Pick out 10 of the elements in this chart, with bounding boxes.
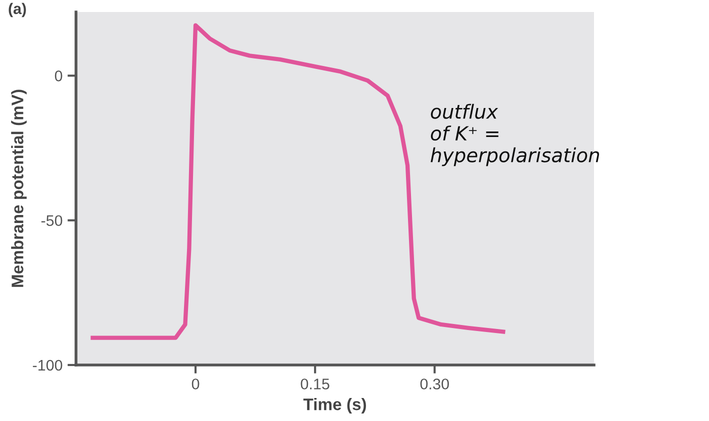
y-tick-label: 0 bbox=[54, 70, 62, 82]
y-tick-label: -100 bbox=[32, 360, 62, 371]
y-axis-title: Membrane potential (mV) bbox=[11, 90, 27, 287]
annotation: outflux of K⁺ = hyperpolarisation bbox=[430, 104, 600, 166]
x-tick-label: 0 bbox=[192, 378, 200, 390]
y-tick-label: -50 bbox=[41, 215, 62, 226]
x-axis-title: Time (s) bbox=[303, 398, 366, 414]
x-tick-label: 0.30 bbox=[420, 378, 449, 390]
text: (a) bbox=[8, 2, 26, 18]
x-tick-label: 0.15 bbox=[300, 378, 330, 390]
